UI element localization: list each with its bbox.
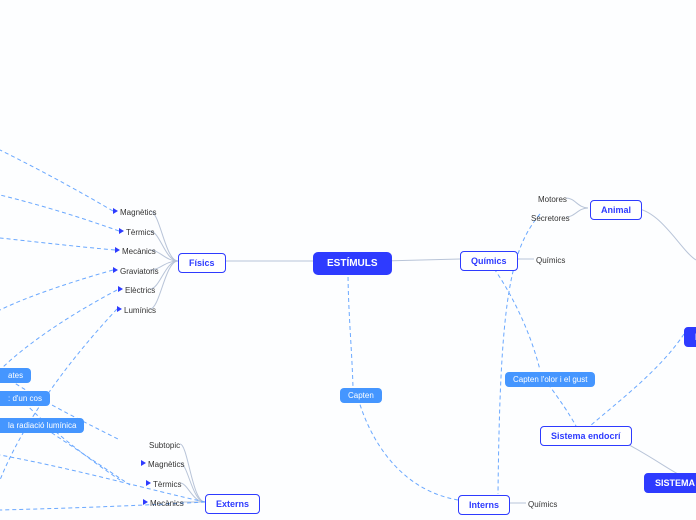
node-animal[interactable]: Animal: [590, 200, 642, 220]
leaf-animal-0[interactable]: Motores: [538, 195, 567, 204]
arrow-externs-2: [143, 499, 148, 505]
leaf-fisics-3[interactable]: Graviatoris: [120, 267, 159, 276]
node-sistema-endocri[interactable]: Sistema endocrí: [540, 426, 632, 446]
node-interns[interactable]: Interns: [458, 495, 510, 515]
arrow-fisics-2: [115, 247, 120, 253]
arrow-fisics-3: [113, 267, 118, 273]
leaf-externs-2[interactable]: Tèrmics: [153, 480, 181, 489]
leaf-externs-3[interactable]: Mecànics: [150, 499, 184, 508]
leaf-fisics-5[interactable]: Lumínics: [124, 306, 156, 315]
node-r[interactable]: R: [684, 327, 696, 347]
node-fisics[interactable]: Físics: [178, 253, 226, 273]
leaf-fisics-4[interactable]: Elèctrics: [125, 286, 155, 295]
arrow-fisics-1: [119, 228, 124, 234]
mindmap-canvas: ESTÍMULS Físics Químics Animal Sistema e…: [0, 0, 696, 520]
leaf-fisics-0[interactable]: Magnètics: [120, 208, 156, 217]
pill-radio[interactable]: la radiació lumínica: [0, 418, 84, 433]
node-estimuls[interactable]: ESTÍMULS: [313, 252, 392, 275]
pill-uncos[interactable]: : d'un cos: [0, 391, 50, 406]
arrow-externs-1: [146, 480, 151, 486]
leaf-externs-0[interactable]: Subtopic: [149, 441, 180, 450]
node-externs[interactable]: Externs: [205, 494, 260, 514]
arrow-fisics-5: [117, 306, 122, 312]
node-quimics[interactable]: Químics: [460, 251, 518, 271]
leaf-interns[interactable]: Químics: [528, 500, 557, 509]
leaf-animal-1[interactable]: Secretores: [531, 214, 570, 223]
arrow-fisics-0: [113, 208, 118, 214]
arrow-externs-0: [141, 460, 146, 466]
pill-ates[interactable]: ates: [0, 368, 31, 383]
node-sistema-n[interactable]: SISTEMA N: [644, 473, 696, 493]
pill-capten[interactable]: Capten: [340, 388, 382, 403]
leaf-fisics-2[interactable]: Mecànics: [122, 247, 156, 256]
leaf-fisics-1[interactable]: Tèrmics: [126, 228, 154, 237]
pill-capten-olor[interactable]: Capten l'olor i el gust: [505, 372, 595, 387]
arrow-fisics-4: [118, 286, 123, 292]
leaf-externs-1[interactable]: Magnètics: [148, 460, 184, 469]
leaf-quimics[interactable]: Químics: [536, 256, 565, 265]
